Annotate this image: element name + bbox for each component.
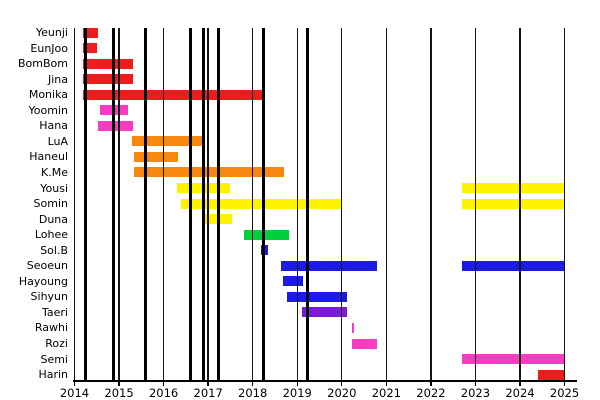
year-gridline xyxy=(474,27,477,380)
timeline-bar xyxy=(243,229,290,240)
timeline-bar xyxy=(82,89,264,100)
event-line xyxy=(216,27,220,380)
year-gridline xyxy=(207,27,209,380)
event-line xyxy=(83,27,87,380)
axis-tick xyxy=(296,381,298,386)
axis-tick xyxy=(118,381,120,386)
year-gridline xyxy=(296,27,298,380)
member-label-yoomin: Yoomin xyxy=(28,103,68,117)
axis-tick xyxy=(162,381,165,386)
year-gridline xyxy=(341,27,343,380)
member-label-harin: Harin xyxy=(38,368,68,382)
axis-tick xyxy=(341,381,343,386)
year-gridline xyxy=(252,27,254,380)
timeline-bar xyxy=(180,198,341,209)
year-label: 2021 xyxy=(371,386,401,400)
timeline-bar xyxy=(301,307,347,318)
event-line xyxy=(143,27,147,380)
axis-tick xyxy=(563,381,566,386)
timeline-bar xyxy=(461,354,565,365)
year-label: 2020 xyxy=(327,386,357,400)
timeline-bar xyxy=(461,198,565,209)
year-gridline xyxy=(162,27,165,380)
timeline-bar xyxy=(131,136,204,147)
year-gridline xyxy=(430,27,432,380)
axis-tick xyxy=(385,381,388,386)
axis-tick xyxy=(252,381,254,386)
year-label: 2023 xyxy=(460,386,491,400)
member-label-seoeun: Seoeun xyxy=(26,259,68,273)
member-label-taeri: Taeri xyxy=(42,305,68,319)
timeline-bar xyxy=(461,183,565,193)
timeline-bar xyxy=(282,276,304,287)
event-line xyxy=(201,27,205,380)
timeline-bar xyxy=(351,338,377,349)
member-label-sihyun: Sihyun xyxy=(30,290,68,304)
axis-tick xyxy=(207,381,209,386)
member-label-somin: Somin xyxy=(33,197,68,211)
axis-tick xyxy=(430,381,432,386)
timeline-bar xyxy=(98,120,134,131)
member-label-rawhi: Rawhi xyxy=(34,321,68,335)
timeline-bar xyxy=(82,74,134,85)
timeline-bar xyxy=(82,58,134,69)
member-label-bombom: BomBom xyxy=(18,57,68,71)
year-gridline xyxy=(519,27,521,380)
axis-tick xyxy=(474,381,477,386)
member-label-rozi: Rozi xyxy=(45,337,68,350)
year-gridline xyxy=(118,27,120,380)
axis-tick xyxy=(519,381,521,386)
year-label: 2015 xyxy=(104,386,134,400)
year-label: 2016 xyxy=(148,386,179,400)
timeline-bar xyxy=(538,369,565,380)
member-label-duna: Duna xyxy=(38,212,68,226)
member-label-hayoung: Hayoung xyxy=(18,274,68,288)
year-label: 2017 xyxy=(193,386,223,400)
member-label-yeunji: Yeunji xyxy=(35,26,68,39)
member-label-semi: Semi xyxy=(40,352,68,366)
axis-tick xyxy=(73,381,76,386)
year-label: 2025 xyxy=(549,386,580,400)
member-label-lohee: Lohee xyxy=(34,228,68,242)
member-label-yousi: Yousi xyxy=(40,181,68,195)
event-line xyxy=(112,27,116,380)
year-gridline xyxy=(385,27,388,380)
member-label-eunjoo: EunJoo xyxy=(30,41,68,55)
timeline-bar xyxy=(82,27,98,38)
timeline-bar xyxy=(134,167,285,178)
year-label: 2019 xyxy=(282,386,312,400)
member-label-monika: Monika xyxy=(28,88,68,102)
timeline-bar xyxy=(82,43,98,54)
year-label: 2022 xyxy=(416,386,446,400)
timeline-bar xyxy=(351,322,355,333)
year-gridline xyxy=(563,27,566,380)
event-line xyxy=(189,27,193,380)
member-label-hana: Hana xyxy=(39,119,68,133)
member-label-lua: LuA xyxy=(47,134,68,148)
year-gridline xyxy=(73,27,76,380)
timeline-bar xyxy=(461,260,565,271)
member-label-kme: K.Me xyxy=(41,165,68,179)
timeline-bar xyxy=(287,291,347,302)
x-axis-line xyxy=(73,380,577,382)
year-label: 2024 xyxy=(505,386,535,400)
event-line xyxy=(261,27,265,380)
member-label-jina: Jina xyxy=(47,72,68,86)
timeline-bar xyxy=(280,260,377,271)
year-label: 2018 xyxy=(238,386,268,400)
year-label: 2014 xyxy=(59,386,90,400)
member-label-haneul: Haneul xyxy=(29,150,68,164)
event-line xyxy=(305,27,309,380)
timeline-bar xyxy=(134,151,179,162)
member-label-solb: Sol.B xyxy=(40,243,68,257)
